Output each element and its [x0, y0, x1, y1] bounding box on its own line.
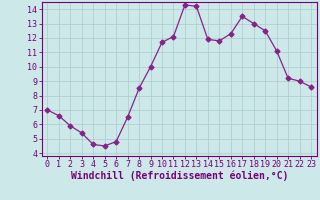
X-axis label: Windchill (Refroidissement éolien,°C): Windchill (Refroidissement éolien,°C) — [70, 171, 288, 181]
